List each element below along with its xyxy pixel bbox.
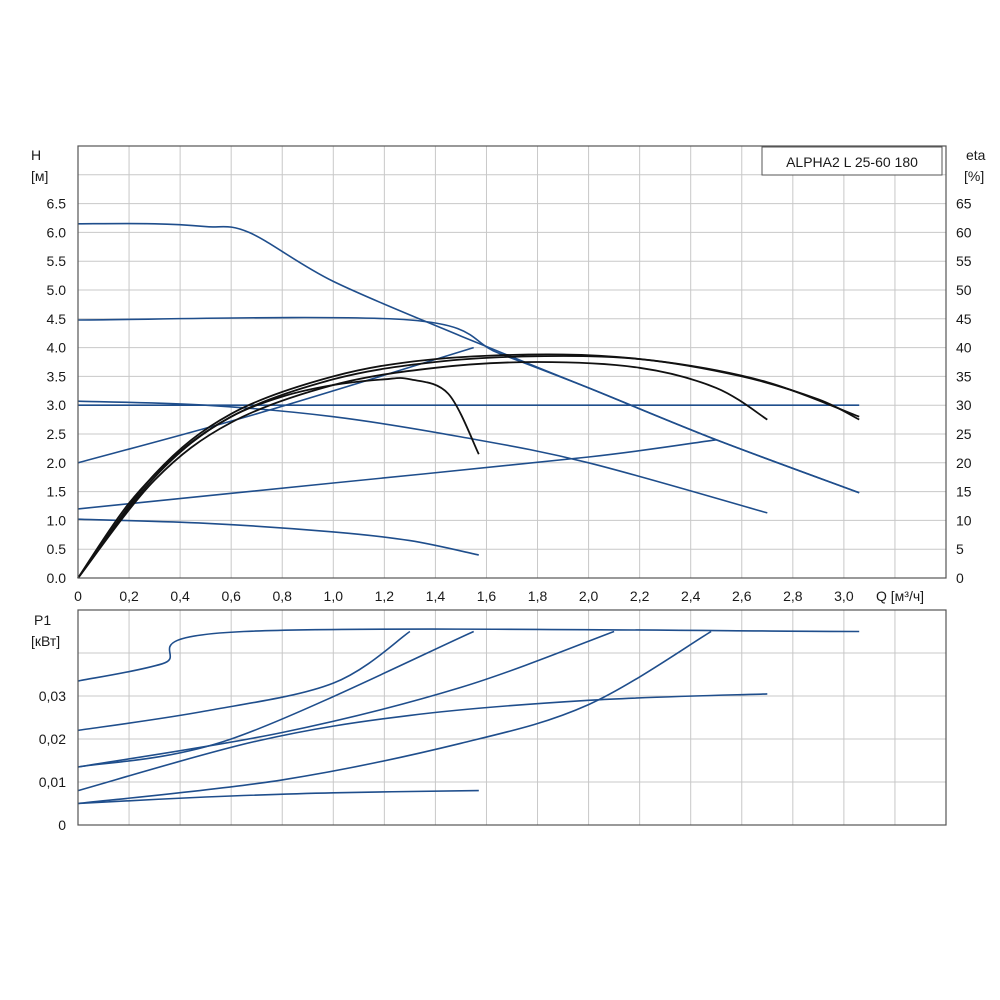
- head-tick-label: 5.5: [47, 253, 67, 269]
- eta-tick-label: 20: [956, 455, 972, 471]
- power-curve-4: [77, 630, 615, 768]
- eta-tick-label: 0: [956, 570, 964, 586]
- head-chart-lines: [77, 222, 860, 579]
- eta-tick-label: 35: [956, 368, 972, 384]
- power-curve-5: [77, 693, 768, 792]
- x-tick-label: 2,6: [732, 588, 752, 604]
- eta-tick-label: 55: [956, 253, 972, 269]
- power-chart-lines: [77, 628, 860, 805]
- x-tick-label: 0,6: [221, 588, 241, 604]
- x-tick-label: 2,0: [579, 588, 599, 604]
- eta-tick-label: 25: [956, 426, 972, 442]
- eta-tick-label: 10: [956, 512, 972, 528]
- head-axis-label: H: [31, 147, 41, 163]
- power-axis-label: P1: [34, 612, 51, 628]
- eta-tick-label: 65: [956, 196, 972, 212]
- head-tick-label: 2.5: [47, 426, 67, 442]
- power-curve-3: [77, 630, 475, 768]
- x-tick-label: 2,8: [783, 588, 803, 604]
- head-tick-label: 6.0: [47, 224, 67, 240]
- head-curve-2: [77, 316, 860, 494]
- power-tick-label: 0,03: [39, 688, 66, 704]
- power-tick-labels: 0 0,01 0,02 0,03: [39, 688, 66, 833]
- eta-tick-label: 30: [956, 397, 972, 413]
- eta-tick-label: 15: [956, 484, 972, 500]
- eta-axis-label: eta: [966, 147, 986, 163]
- head-tick-label: 4.0: [47, 340, 67, 356]
- power-curve-7: [77, 789, 479, 805]
- x-tick-label: 1,0: [324, 588, 344, 604]
- eta-tick-label: 5: [956, 541, 964, 557]
- power-tick-label: 0,02: [39, 731, 66, 747]
- head-tick-label: 1.5: [47, 484, 67, 500]
- power-chart-frame: [77, 609, 947, 826]
- power-chart-grid: [78, 610, 946, 825]
- head-tick-label: 5.0: [47, 282, 67, 298]
- head-curve-6: [77, 439, 717, 510]
- x-tick-labels: 0 0,2 0,4 0,6 0,8 1,0 1,2 1,4 1,6 1,8 2,0 2,2 2,4 2,6…: [74, 588, 854, 604]
- chart-title-box: [761, 146, 943, 176]
- eta-tick-label: 50: [956, 282, 972, 298]
- power-axis-unit: [кВт]: [31, 633, 60, 649]
- eta-tick-label: 40: [956, 340, 972, 356]
- head-tick-label: 2.0: [47, 455, 67, 471]
- head-tick-label: 3.0: [47, 397, 67, 413]
- power-tick-label: 0,01: [39, 774, 66, 790]
- head-tick-label: 0.5: [47, 541, 67, 557]
- x-tick-label: 1,8: [528, 588, 548, 604]
- head-tick-label: 3.5: [47, 368, 67, 384]
- power-curve-6: [77, 630, 712, 805]
- eta-curve-2: [77, 361, 768, 579]
- chart-title: ALPHA2 L 25-60 180: [786, 154, 918, 170]
- x-tick-label: 2,2: [630, 588, 650, 604]
- head-axis-unit: [м]: [31, 168, 48, 184]
- eta-axis-unit: [%]: [964, 168, 984, 184]
- eta-tick-label: 45: [956, 311, 972, 327]
- head-chart-frame: [77, 145, 947, 579]
- x-tick-label: 1,6: [477, 588, 497, 604]
- head-curve-4: [77, 400, 768, 514]
- head-tick-label: 6.5: [47, 196, 67, 212]
- x-tick-label: 0: [74, 588, 82, 604]
- power-curve-2: [77, 630, 411, 732]
- eta-tick-label: 60: [956, 224, 972, 240]
- head-tick-label: 1.0: [47, 512, 67, 528]
- eta-curve-4: [77, 353, 860, 579]
- head-curve-7: [77, 518, 479, 556]
- x-tick-label: 0,4: [170, 588, 190, 604]
- eta-tick-labels: 0 5 10 15 20 25 30 35 40 45 50 55 60 65: [956, 196, 972, 586]
- head-tick-labels: 0.0 0.5 1.0 1.5 2.0 2.5 3.0 3.5 4.0 4.5 5.0 5.5 6.0 6…: [47, 196, 67, 586]
- x-tick-label: 2,4: [681, 588, 701, 604]
- x-tick-label: 0,2: [119, 588, 139, 604]
- head-tick-label: 0.0: [47, 570, 67, 586]
- power-tick-label: 0: [58, 817, 66, 833]
- x-tick-label: 1,4: [426, 588, 446, 604]
- x-tick-label: 0,8: [273, 588, 293, 604]
- head-tick-label: 4.5: [47, 311, 67, 327]
- x-tick-label: 1,2: [375, 588, 395, 604]
- flow-axis-label: Q [м³/ч]: [876, 588, 924, 604]
- power-curve-1: [77, 628, 860, 682]
- x-tick-label: 3,0: [834, 588, 854, 604]
